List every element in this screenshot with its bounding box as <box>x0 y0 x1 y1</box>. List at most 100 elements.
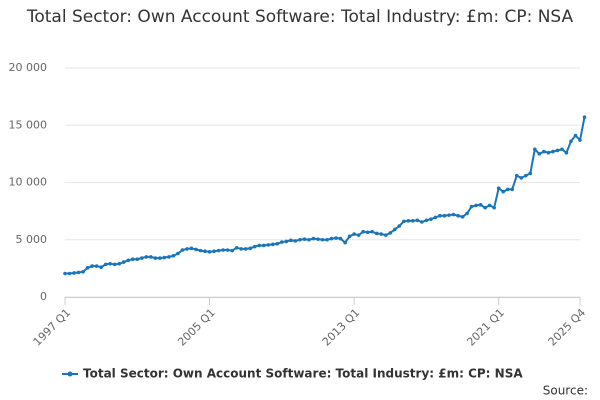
point <box>298 237 302 242</box>
point <box>365 230 370 235</box>
y-tick-label: 5 000 <box>16 233 48 246</box>
x-tick-label: 2021 Q1 <box>464 306 507 349</box>
point <box>67 271 72 276</box>
point <box>501 189 506 194</box>
point <box>176 251 180 256</box>
point <box>72 271 76 275</box>
point <box>293 239 298 243</box>
point <box>411 219 415 223</box>
point <box>465 211 469 216</box>
point <box>198 248 203 253</box>
point <box>551 149 555 154</box>
point <box>76 270 81 275</box>
point <box>149 255 153 259</box>
point <box>379 232 384 236</box>
point <box>180 248 185 252</box>
point <box>302 237 307 241</box>
point <box>451 212 456 217</box>
point <box>533 147 537 152</box>
point <box>560 147 564 152</box>
x-tick-label: 1997 Q1 <box>31 306 74 349</box>
point <box>248 246 253 251</box>
point <box>370 229 374 234</box>
point <box>81 270 85 274</box>
point <box>121 260 126 264</box>
point <box>429 217 433 221</box>
source: Source: <box>543 384 588 398</box>
point <box>144 255 149 259</box>
point <box>126 258 131 263</box>
y-tick-label: 15 000 <box>9 118 48 131</box>
point <box>569 139 573 144</box>
x-tick-label: 2005 Q1 <box>175 306 218 349</box>
point <box>352 232 356 236</box>
point <box>347 234 352 239</box>
point <box>325 237 329 242</box>
point <box>271 242 275 247</box>
point <box>212 249 216 253</box>
point <box>266 243 271 247</box>
point <box>316 237 320 241</box>
point <box>343 240 347 245</box>
point <box>311 236 316 241</box>
point <box>582 115 587 120</box>
point <box>361 229 365 234</box>
point <box>162 255 167 260</box>
point <box>447 213 451 217</box>
point <box>108 261 112 266</box>
point <box>289 238 293 243</box>
point <box>406 219 411 223</box>
point <box>275 241 280 246</box>
point <box>424 218 429 223</box>
point <box>225 248 230 252</box>
point <box>537 152 542 156</box>
point <box>329 236 334 241</box>
point <box>130 257 135 262</box>
point <box>167 255 171 259</box>
point <box>99 265 103 270</box>
point <box>546 150 551 155</box>
point <box>438 213 442 218</box>
point <box>483 205 487 210</box>
point <box>397 224 402 228</box>
point <box>252 244 257 249</box>
point <box>573 133 578 138</box>
point <box>523 173 528 178</box>
point <box>85 266 90 270</box>
y-tick-label: 20 000 <box>9 61 48 74</box>
point <box>392 227 397 232</box>
point <box>185 247 189 251</box>
point <box>94 264 99 268</box>
point <box>492 205 496 210</box>
point <box>158 256 162 260</box>
point <box>257 243 262 248</box>
point <box>356 233 361 237</box>
point <box>63 271 67 276</box>
point <box>478 203 483 207</box>
x-tick-label: 2025 Q4 <box>546 306 589 349</box>
point <box>578 138 582 142</box>
point <box>284 239 289 244</box>
point <box>239 247 243 251</box>
point <box>216 248 221 253</box>
point <box>230 248 234 253</box>
point <box>487 203 492 208</box>
point <box>460 215 465 219</box>
point <box>307 237 311 242</box>
point <box>456 213 460 218</box>
point <box>221 248 225 252</box>
point <box>234 245 239 250</box>
point <box>194 247 198 252</box>
point <box>542 149 546 154</box>
point <box>280 240 284 244</box>
point <box>338 236 343 241</box>
point <box>514 173 519 178</box>
x-tick-label: 2013 Q1 <box>320 306 363 349</box>
point <box>519 176 524 180</box>
point <box>474 203 478 208</box>
point <box>171 253 176 258</box>
point <box>139 256 144 260</box>
point <box>402 219 406 224</box>
